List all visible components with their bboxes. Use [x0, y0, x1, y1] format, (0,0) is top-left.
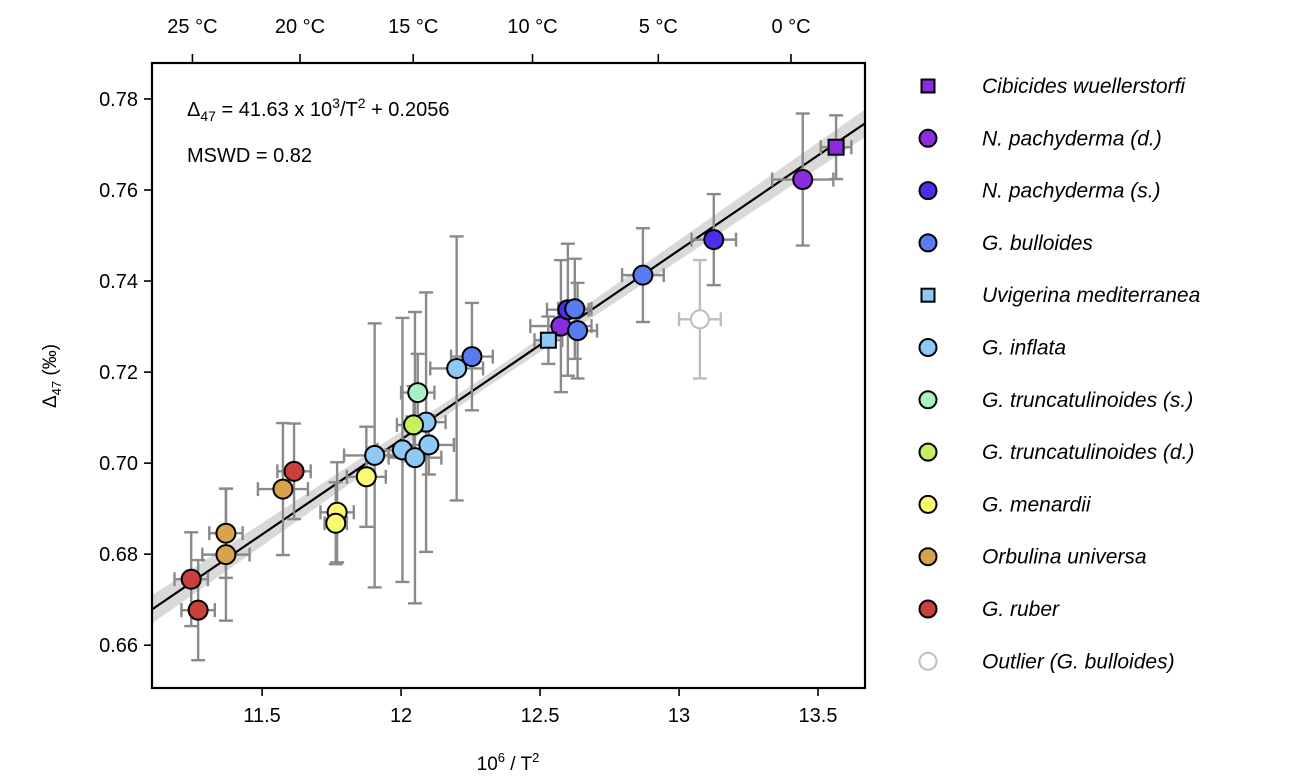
- legend-marker-square: [920, 78, 936, 94]
- legend-label: N. pachyderma (d.): [982, 127, 1162, 150]
- legend-item: G. inflata: [918, 337, 1066, 360]
- y-tick-label: 0.72: [99, 362, 138, 384]
- data-point: [272, 478, 294, 500]
- top-tick-label: 20 °C: [275, 16, 325, 38]
- data-point: [418, 434, 440, 456]
- y-tick-label: 0.78: [99, 89, 138, 111]
- data-point: [215, 522, 237, 544]
- top-tick-label: 10 °C: [507, 16, 557, 38]
- y-axis-title: Δ47 (‰): [40, 344, 64, 408]
- data-point: [632, 264, 654, 286]
- data-point: [180, 568, 202, 590]
- plot-frame: [150, 61, 867, 690]
- legend-label: G. truncatulinoides (d.): [982, 441, 1194, 464]
- legend-label: Uvigerina mediterranea: [982, 284, 1200, 307]
- data-point: [283, 460, 305, 482]
- legend-marker: [918, 390, 938, 410]
- legend-marker: [918, 599, 938, 619]
- x-tick-label: 13.5: [799, 705, 838, 727]
- data-point: [567, 320, 589, 342]
- data-point: [355, 466, 377, 488]
- legend-label: N. pachyderma (s.): [982, 180, 1161, 203]
- legend-item: G. truncatulinoides (s.): [918, 389, 1193, 412]
- data-point: [215, 544, 237, 566]
- x-axis: 11.5 12 12.5 13 13.5: [243, 688, 837, 727]
- legend-label: G. bulloides: [982, 232, 1093, 255]
- legend-marker: [918, 442, 938, 462]
- legend-item: Uvigerina mediterranea: [920, 284, 1200, 307]
- data-point: [364, 444, 386, 466]
- fit-equation: Δ47 = 41.63 x 103/T2 + 0.2056: [187, 95, 449, 124]
- x-tick-label: 13: [668, 705, 690, 727]
- x-axis-title: 106 / T2: [477, 750, 540, 775]
- legend-item: Outlier (G. bulloides): [918, 650, 1175, 673]
- data-point: [792, 169, 814, 191]
- legend-item: G. ruber: [918, 598, 1060, 621]
- data-point: [403, 414, 425, 436]
- y-axis: 0.66 0.68 0.70 0.72 0.74 0.76 0.78: [99, 89, 152, 657]
- data-point: [461, 346, 483, 368]
- fit-line: [152, 122, 865, 611]
- legend-label: G. truncatulinoides (s.): [982, 389, 1193, 412]
- legend-label: G. ruber: [982, 598, 1060, 621]
- data-point-square: [827, 138, 845, 156]
- legend-marker: [918, 338, 938, 357]
- fit-line-layer: [152, 122, 865, 611]
- legend-marker-square: [920, 287, 936, 303]
- top-tick-label: 25 °C: [167, 16, 217, 38]
- data-point: [703, 229, 725, 251]
- data-point: [187, 599, 209, 621]
- x-tick-label: 11.5: [243, 705, 280, 727]
- x-tick-label: 12: [390, 705, 412, 727]
- y-tick-label: 0.74: [99, 271, 138, 293]
- legend-marker: [918, 233, 938, 253]
- data-point: [446, 357, 468, 379]
- marker-layer: [180, 138, 845, 621]
- y-tick-label: 0.70: [99, 453, 138, 475]
- legend-marker: [918, 494, 938, 514]
- legend-marker: [918, 181, 938, 201]
- legend-label: G. inflata: [982, 337, 1066, 360]
- mswd-label: MSWD = 0.82: [187, 145, 312, 167]
- top-tick-label: 5 °C: [639, 16, 678, 38]
- data-point: [407, 382, 429, 404]
- data-point: [564, 298, 586, 320]
- legend-item: G. menardii: [918, 493, 1092, 516]
- y-tick-label: 0.66: [99, 635, 138, 657]
- legend-item: G. truncatulinoides (d.): [918, 441, 1194, 464]
- top-tick-label: 15 °C: [388, 16, 438, 38]
- top-axis-celsius: 25 °C 20 °C 15 °C 10 °C 5 °C 0 °C: [167, 16, 811, 63]
- legend-marker: [918, 128, 938, 148]
- legend-label: G. menardii: [982, 493, 1092, 516]
- legend-item: G. bulloides: [918, 232, 1093, 255]
- legend: Cibicides wuellerstorfi N. pachyderma (d.…: [918, 75, 1200, 673]
- data-point: [404, 447, 426, 469]
- x-tick-label: 12.5: [521, 705, 560, 727]
- top-tick-label: 0 °C: [771, 16, 810, 38]
- legend-label: Cibicides wuellerstorfi: [982, 75, 1186, 98]
- y-tick-label: 0.68: [99, 544, 138, 566]
- plot-area: [152, 109, 865, 662]
- legend-item: N. pachyderma (d.): [918, 127, 1162, 150]
- legend-item: Cibicides wuellerstorfi: [920, 75, 1186, 98]
- legend-marker: [918, 547, 938, 567]
- legend-item: N. pachyderma (s.): [918, 180, 1161, 203]
- data-point: [325, 512, 347, 534]
- legend-marker-outlier: [918, 651, 938, 671]
- legend-item: Orbulina universa: [918, 546, 1147, 569]
- data-point-square: [539, 331, 557, 349]
- data-point-outlier: [689, 309, 710, 330]
- y-tick-label: 0.76: [99, 180, 138, 202]
- legend-label: Orbulina universa: [982, 546, 1147, 569]
- legend-label: Outlier (G. bulloides): [982, 650, 1175, 673]
